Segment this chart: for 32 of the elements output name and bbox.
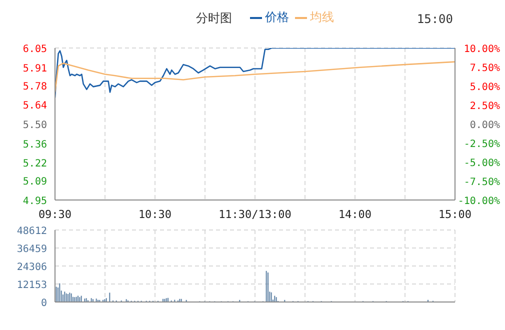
x-tick-label: 15:00 — [438, 208, 472, 221]
x-tick-label: 14:00 — [338, 208, 372, 221]
y2-tick-label: 0.00% — [470, 120, 500, 131]
legend-label: 均线 — [309, 9, 334, 26]
y2-tick-label: -7.50% — [464, 177, 500, 188]
y-tick-label: 5.36 — [22, 139, 47, 150]
text: 15:00 — [416, 12, 453, 26]
y-tick-label: 48612 — [16, 226, 47, 237]
y-tick-label: 0 — [40, 298, 47, 309]
y2-tick-label: -10.00% — [458, 196, 500, 207]
y-tick-label: 5.64 — [22, 100, 47, 112]
chart-subtitle: 分时图 — [196, 10, 232, 27]
y2-tick-label: 5.00% — [470, 82, 500, 93]
y-tick-label: 6.05 — [22, 44, 47, 55]
y-tick-label: 36459 — [16, 244, 47, 255]
y-tick-label: 5.22 — [22, 158, 47, 170]
y2-tick-label: -5.00% — [464, 158, 500, 169]
y2-tick-label: 2.50% — [470, 101, 500, 112]
legend-label: 价格 — [264, 9, 289, 26]
x-tick-label: 09:30 — [38, 208, 72, 221]
y-tick-label: 5.50 — [22, 120, 47, 131]
y-tick-label: 5.09 — [22, 176, 47, 188]
y2-tick-label: 10.00% — [464, 44, 500, 55]
x-tick-label: 11:30/13:00 — [218, 208, 292, 221]
y2-tick-label: -2.50% — [464, 139, 500, 150]
y-tick-label: 12153 — [16, 280, 47, 291]
y-tick-label: 5.78 — [22, 81, 47, 92]
y-tick-label: 5.91 — [22, 63, 47, 74]
y-tick-label: 24306 — [16, 262, 47, 273]
x-tick-label: 10:30 — [138, 208, 172, 221]
y2-tick-label: 7.50% — [470, 63, 500, 74]
y-tick-label: 4.95 — [22, 196, 47, 207]
